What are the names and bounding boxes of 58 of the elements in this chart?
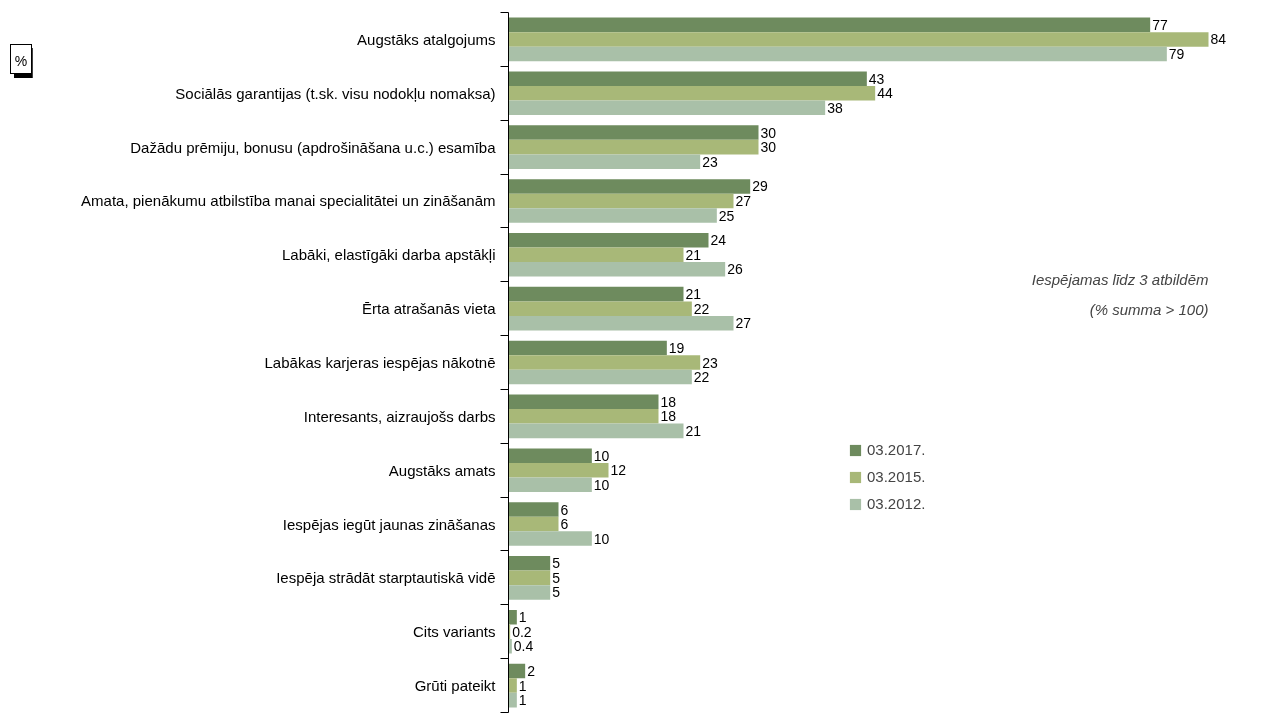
y-tick-label: Augstāks atalgojums bbox=[357, 30, 496, 48]
annotation: (% summa > 100) bbox=[1089, 300, 1209, 318]
data-label: 79 bbox=[1168, 45, 1185, 62]
data-label: 10 bbox=[593, 447, 610, 464]
data-label: 5 bbox=[552, 569, 561, 586]
data-label: 6 bbox=[560, 501, 569, 518]
data-label: 0.4 bbox=[513, 638, 534, 655]
data-label: 21 bbox=[685, 286, 702, 303]
data-label: 10 bbox=[593, 530, 610, 547]
data-label: 18 bbox=[660, 393, 677, 410]
y-tick-label: Grūti pateikt bbox=[414, 677, 497, 695]
data-label: 43 bbox=[868, 70, 885, 87]
annotation: Iespējamas līdz 3 atbildēm bbox=[1031, 270, 1209, 288]
text: % bbox=[14, 52, 28, 71]
data-label: 27 bbox=[735, 192, 752, 209]
y-tick-label: Iespējas iegūt jaunas zināšanas bbox=[282, 515, 496, 533]
data-label: 21 bbox=[685, 246, 702, 263]
data-label: 21 bbox=[685, 422, 702, 439]
y-tick-label: Labāki, elastīgāki darba apstākļi bbox=[282, 246, 496, 264]
data-label: 5 bbox=[552, 555, 561, 572]
data-label: 30 bbox=[760, 139, 777, 156]
y-tick-label: Ērta atrašanās vieta bbox=[362, 300, 497, 318]
data-label: 18 bbox=[660, 408, 677, 425]
legend-label: 03.2017. bbox=[867, 441, 926, 458]
y-tick-label: Cits variants bbox=[412, 623, 496, 641]
y-tick-label: Iespēja strādāt starptautiskā vidē bbox=[276, 569, 496, 587]
data-label: 6 bbox=[560, 516, 569, 533]
legend-label: 03.2015. bbox=[867, 468, 926, 485]
data-label: 22 bbox=[693, 300, 710, 317]
y-tick-label: Sociālās garantijas (t.sk. visu nodokļu nomaksa) bbox=[175, 84, 496, 102]
data-label: 1 bbox=[518, 677, 527, 694]
data-label: 23 bbox=[702, 354, 718, 371]
data-label: 5 bbox=[552, 584, 561, 601]
data-label: 22 bbox=[693, 369, 710, 386]
legend-label: 03.2012. bbox=[867, 495, 926, 512]
data-label: 23 bbox=[702, 153, 718, 170]
y-tick-label: Labākas karjeras iespējas nākotnē bbox=[264, 354, 496, 371]
data-label: 0.2 bbox=[512, 623, 532, 640]
y-tick-label: Amata, pienākumu atbilstība manai specialitātei un zināšanām bbox=[81, 192, 496, 210]
data-label: 84 bbox=[1210, 31, 1227, 48]
y-tick-label: Dažādu prēmiju, bonusu (apdrošināšana u.c.) esamība bbox=[130, 138, 497, 156]
data-label: 25 bbox=[718, 207, 735, 224]
data-label: 29 bbox=[752, 178, 768, 195]
data-label: 19 bbox=[668, 339, 685, 356]
data-label: 77 bbox=[1152, 16, 1168, 33]
data-label: 1 bbox=[518, 692, 527, 709]
data-label: 12 bbox=[610, 462, 627, 479]
data-label: 30 bbox=[760, 124, 777, 141]
data-label: 1 bbox=[518, 609, 527, 626]
data-label: 24 bbox=[710, 232, 727, 249]
data-label: 27 bbox=[735, 315, 752, 332]
data-label: 10 bbox=[593, 476, 610, 493]
y-tick-label: Interesants, aizraujošs darbs bbox=[303, 407, 496, 425]
data-label: 26 bbox=[727, 261, 743, 278]
data-label: 2 bbox=[527, 663, 536, 680]
data-label: 44 bbox=[877, 85, 893, 102]
y-tick-label: Augstāks amats bbox=[388, 461, 496, 479]
data-label: 38 bbox=[827, 99, 843, 116]
